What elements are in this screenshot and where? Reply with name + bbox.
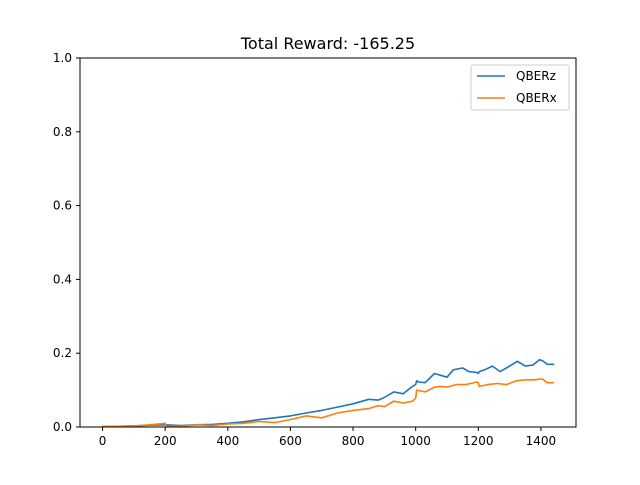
chart-title: Total Reward: -165.25 (240, 34, 415, 53)
legend-label: QBERx (516, 91, 557, 105)
legend-label: QBERz (516, 69, 556, 83)
axis-ticks: 0 200 400 600 800 1000 1200 1400 0.0 0.2 0.4 0.6 0.8… (53, 51, 556, 448)
series-line-qberz (101, 358, 555, 428)
series-lines (101, 358, 555, 428)
x-tick-label: 200 (154, 434, 177, 448)
y-tick-label: 1.0 (53, 51, 72, 65)
y-tick-label: 0.2 (53, 346, 72, 360)
y-tick-label: 0.8 (53, 125, 72, 139)
x-tick-label: 400 (216, 434, 239, 448)
x-tick-label: 800 (342, 434, 365, 448)
y-tick-label: 0.0 (53, 420, 72, 434)
plot-frame (79, 57, 577, 428)
x-tick-label: 600 (279, 434, 302, 448)
y-tick-label: 0.4 (53, 272, 72, 286)
x-tick-label: 1000 (400, 434, 431, 448)
x-tick-label: 1200 (463, 434, 494, 448)
series-line-qberx (101, 378, 555, 428)
x-tick-label: 1400 (526, 434, 557, 448)
x-tick-label: 0 (99, 434, 107, 448)
legend: QBERz QBERx (470, 64, 570, 111)
y-tick-label: 0.6 (53, 199, 72, 213)
